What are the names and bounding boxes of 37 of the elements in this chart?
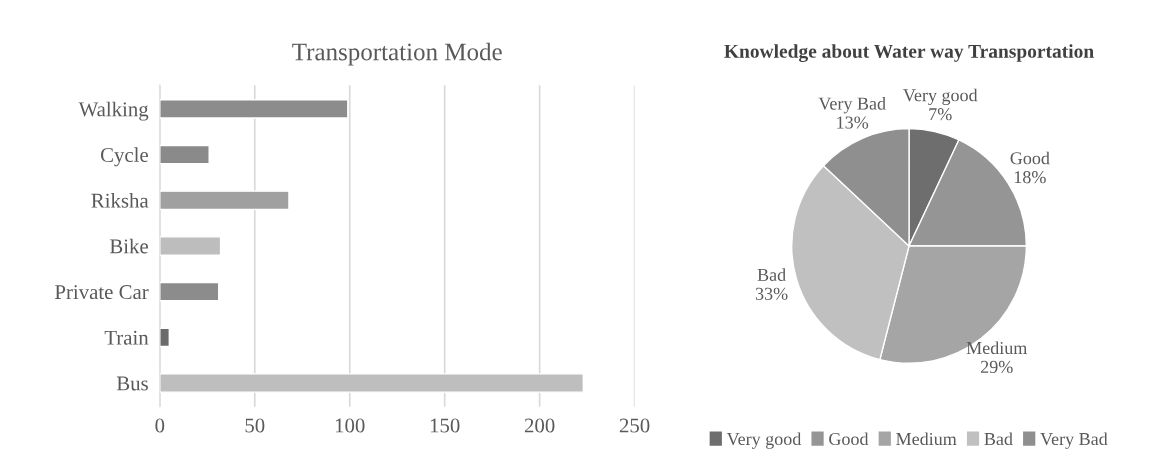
x-tick-label: 50 (245, 418, 265, 433)
x-tick-label: 0 (155, 418, 165, 433)
legend-label: Medium (896, 432, 957, 446)
slice-label: Good (1010, 151, 1050, 165)
bar (159, 144, 210, 165)
x-tick-label: 250 (619, 418, 650, 433)
data-label: 18% (1014, 171, 1046, 184)
legend-label: Bad (984, 432, 1013, 446)
y-tick-label: Bus (116, 376, 148, 391)
bar (159, 236, 222, 256)
bar (159, 327, 170, 348)
data-label: 13% (837, 116, 869, 129)
chart-title: Transportation Mode (292, 42, 502, 66)
legend-label: Very Bad (1040, 432, 1108, 449)
data-label: 29% (980, 360, 1013, 374)
slice-label: Medium (966, 341, 1028, 355)
chart-title: Knowledge about Water way Transportation (724, 44, 1094, 62)
bar (159, 281, 220, 302)
y-tick-label: Walking (78, 101, 149, 121)
slice-label: Very good (903, 88, 978, 106)
y-tick-label: Train (104, 330, 149, 345)
data-label: 33% (755, 287, 788, 300)
bar (159, 190, 290, 211)
x-tick-label: 200 (524, 418, 555, 433)
bar (159, 373, 585, 393)
slice-label: Bad (757, 268, 786, 281)
x-tick-label: 150 (430, 418, 460, 433)
bar (159, 99, 349, 119)
legend-label: Very good (726, 432, 802, 449)
y-tick-label: Private Car (54, 285, 149, 300)
data-label: 7% (929, 108, 952, 121)
y-tick-label: Cycle (100, 147, 148, 167)
y-tick-label: Riksha (91, 193, 149, 208)
y-tick-label: Bike (109, 238, 148, 254)
slice-label: Very Bad (818, 96, 886, 114)
legend-label: Good (829, 432, 869, 446)
x-tick-label: 100 (335, 418, 365, 433)
